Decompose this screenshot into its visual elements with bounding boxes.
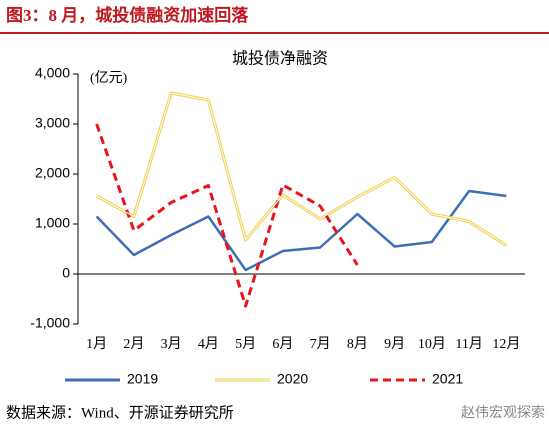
x-tick-label: 1月: [86, 336, 107, 352]
y-unit: (亿元): [90, 70, 128, 86]
y-tick-label: 0: [62, 265, 70, 281]
x-tick-label: 4月: [198, 336, 219, 352]
header: 图3：8 月，城投债融资加速回落: [6, 5, 249, 25]
x-tick-label: 9月: [384, 336, 405, 352]
x-tick-label: 2月: [123, 336, 144, 352]
x-tick-label: 6月: [272, 336, 293, 352]
source: 数据来源：Wind、开源证券研究所: [6, 404, 234, 421]
y-tick-label: 4,000: [35, 65, 70, 81]
x-tick-label: 3月: [161, 336, 182, 352]
series-line: [95, 189, 507, 272]
y-tick-label: 2,000: [35, 165, 70, 181]
legend-label: 2019: [127, 371, 158, 387]
chart-title: 城投债净融资: [232, 50, 328, 68]
x-tick-label: 10月: [418, 336, 446, 352]
legend-label: 2021: [432, 371, 463, 387]
x-tick-label: 8月: [347, 336, 368, 352]
x-tick-label: 12月: [492, 336, 520, 352]
y-tick-label: -1,000: [30, 315, 70, 331]
legend-label: 2020: [277, 371, 308, 387]
watermark: 赵伟宏观探索: [461, 404, 545, 421]
header-rule: [0, 32, 549, 34]
series-line-inner: [96, 92, 507, 246]
x-tick-label: 7月: [310, 336, 331, 352]
x-tick-label: 11月: [455, 336, 482, 352]
x-tick-label: 5月: [235, 336, 256, 352]
y-tick-label: 3,000: [35, 115, 70, 131]
series-line: [95, 123, 359, 308]
y-tick-label: 1,000: [35, 215, 70, 231]
